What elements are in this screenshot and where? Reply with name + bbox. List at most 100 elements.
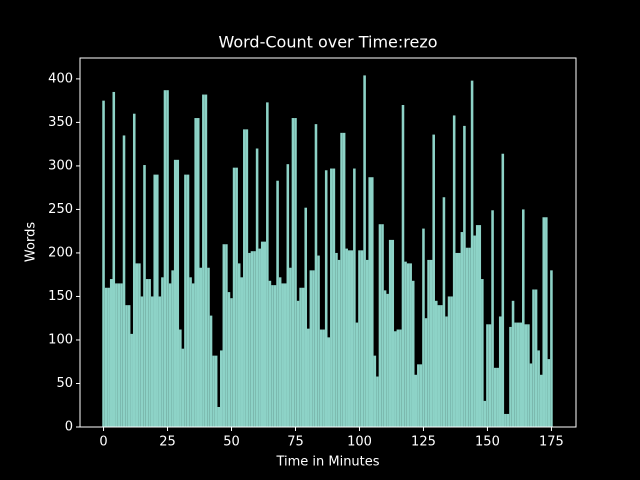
bar bbox=[301, 287, 305, 427]
bar bbox=[509, 326, 512, 427]
bar bbox=[360, 250, 364, 427]
bar bbox=[330, 168, 333, 427]
bar bbox=[524, 324, 528, 427]
bar bbox=[243, 129, 246, 427]
bar bbox=[388, 239, 392, 427]
y-axis-label: Words bbox=[24, 222, 39, 262]
bar bbox=[432, 134, 435, 427]
x-tick-label: 75 bbox=[287, 435, 304, 450]
bar bbox=[271, 285, 274, 427]
bar bbox=[145, 279, 149, 427]
bar bbox=[296, 300, 300, 427]
bar bbox=[527, 324, 530, 427]
bar bbox=[409, 263, 412, 427]
bar bbox=[148, 279, 151, 427]
bar bbox=[230, 298, 233, 427]
chart-title: Word-Count over Time:rezo bbox=[218, 33, 437, 52]
bar bbox=[102, 100, 105, 428]
bar bbox=[370, 177, 374, 427]
bar bbox=[511, 300, 515, 427]
bar bbox=[263, 241, 267, 427]
bar bbox=[253, 251, 256, 427]
bar bbox=[291, 118, 295, 427]
bar bbox=[365, 259, 369, 427]
bar bbox=[496, 367, 499, 427]
x-tick-label: 0 bbox=[99, 435, 107, 450]
bar bbox=[381, 224, 384, 427]
bar bbox=[115, 283, 118, 427]
bar bbox=[163, 90, 167, 427]
bar bbox=[478, 225, 482, 427]
bar bbox=[120, 283, 123, 427]
bar bbox=[445, 316, 448, 427]
bar bbox=[168, 283, 172, 427]
bar bbox=[406, 263, 410, 427]
bar bbox=[314, 124, 318, 427]
bar bbox=[483, 400, 487, 427]
bar bbox=[368, 177, 371, 427]
bar bbox=[506, 413, 510, 427]
bar bbox=[258, 248, 261, 427]
bar bbox=[191, 283, 195, 427]
bar bbox=[488, 324, 492, 427]
bar bbox=[434, 300, 438, 427]
y-tick-label: 200 bbox=[48, 245, 73, 260]
y-tick-label: 400 bbox=[48, 71, 73, 86]
x-tick-label: 25 bbox=[159, 435, 176, 450]
bar bbox=[225, 244, 228, 427]
bar bbox=[143, 165, 146, 428]
bar bbox=[173, 159, 177, 427]
bar bbox=[268, 280, 272, 427]
bar bbox=[324, 170, 328, 427]
bar bbox=[350, 250, 354, 427]
bar bbox=[401, 104, 405, 427]
bar bbox=[468, 247, 471, 427]
bar bbox=[117, 283, 121, 427]
bar bbox=[132, 113, 136, 427]
bar bbox=[294, 118, 297, 427]
bar bbox=[179, 329, 182, 427]
bar bbox=[283, 283, 287, 427]
bar bbox=[358, 250, 361, 427]
bar bbox=[404, 261, 407, 427]
bar bbox=[440, 305, 443, 427]
bar bbox=[322, 329, 325, 427]
bar bbox=[104, 287, 108, 427]
bar bbox=[504, 413, 507, 427]
bar bbox=[219, 350, 223, 427]
bar bbox=[481, 279, 484, 427]
bar bbox=[473, 235, 476, 427]
bar bbox=[452, 115, 456, 427]
bar bbox=[519, 322, 522, 427]
bar bbox=[475, 225, 479, 427]
bar bbox=[199, 267, 203, 427]
bar bbox=[112, 91, 116, 427]
bar bbox=[463, 125, 466, 427]
bar bbox=[214, 355, 218, 427]
bar bbox=[278, 277, 282, 427]
bar bbox=[237, 263, 241, 427]
bar bbox=[235, 167, 238, 428]
y-tick-label: 150 bbox=[48, 289, 73, 304]
bar bbox=[312, 270, 315, 427]
bar bbox=[186, 174, 190, 427]
bar bbox=[455, 252, 459, 427]
bar bbox=[373, 355, 377, 427]
bar bbox=[217, 406, 220, 427]
bar bbox=[158, 296, 162, 427]
bar bbox=[396, 329, 400, 427]
bar bbox=[319, 329, 323, 427]
bar bbox=[184, 174, 187, 427]
bar bbox=[363, 75, 366, 427]
bar bbox=[107, 287, 110, 427]
bar bbox=[383, 290, 387, 427]
bar bbox=[532, 289, 535, 427]
bar bbox=[516, 322, 520, 427]
bar bbox=[399, 329, 402, 427]
bar bbox=[317, 255, 320, 427]
y-tick-label: 350 bbox=[48, 115, 73, 130]
y-tick-label: 100 bbox=[48, 332, 73, 347]
bar bbox=[442, 197, 446, 427]
bar bbox=[424, 318, 428, 427]
bar bbox=[153, 174, 157, 427]
